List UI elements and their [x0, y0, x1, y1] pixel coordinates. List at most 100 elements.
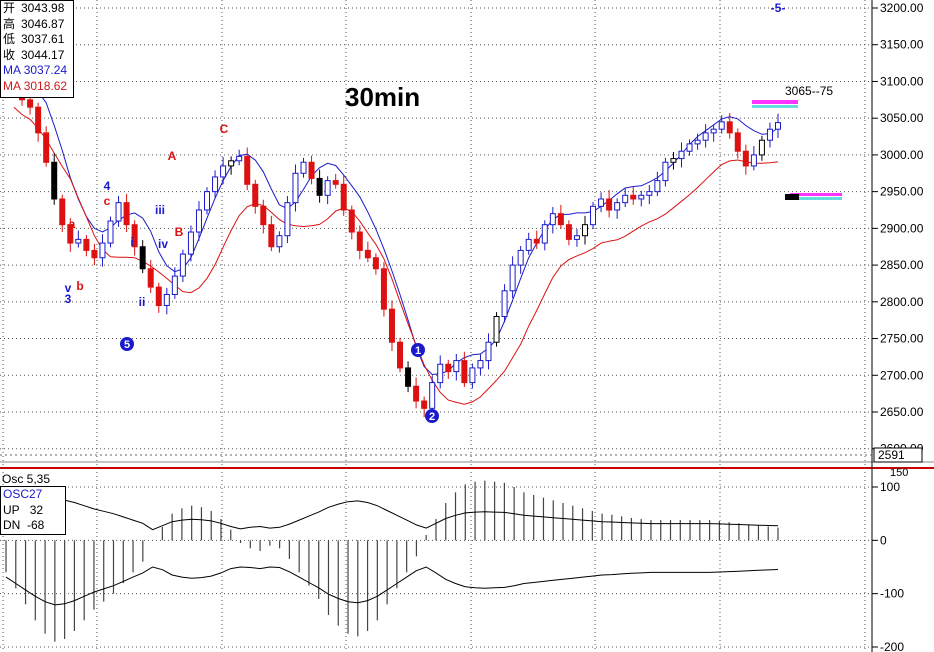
- candle-body: [276, 235, 283, 248]
- osc-up-line: [5, 498, 779, 531]
- candle-body: [573, 235, 580, 240]
- candle-body: [252, 183, 259, 207]
- candle-body: [163, 293, 170, 306]
- candle-body: [405, 367, 412, 387]
- candle-body: [292, 172, 299, 204]
- close-row: 收 3044.17: [3, 48, 73, 64]
- osc-tick-label: 100: [880, 480, 900, 494]
- candle-body: [171, 275, 178, 295]
- low-row: 低 3037.61: [3, 32, 73, 48]
- candle-body: [332, 180, 339, 185]
- ohlc-info-panel: 开 3043.98 高 3046.87 低 3037.61 收 3044.17 MA 3…: [0, 0, 74, 98]
- wave-label: a: [69, 217, 76, 231]
- osc-up-value: 32: [29, 502, 44, 517]
- wave-circle-label: 5: [124, 339, 130, 351]
- osc-dn-line: [5, 566, 779, 606]
- osc-dn-value: -68: [27, 518, 45, 532]
- candle-body: [35, 106, 42, 134]
- candle-body: [541, 224, 548, 244]
- candle-body: [244, 155, 251, 185]
- osc-dn-label: DN: [3, 518, 21, 532]
- candle-body: [670, 158, 677, 163]
- candle-body: [300, 161, 307, 174]
- wave-label: c: [104, 194, 111, 208]
- osc-axis-ticks: 100 0 -100 -200: [0, 480, 904, 652]
- candle-body: [718, 121, 725, 130]
- candle-body: [421, 400, 428, 409]
- support-marker-cyan: [790, 197, 842, 200]
- candle-body: [139, 246, 146, 270]
- wave-circle-label: 2: [429, 411, 435, 423]
- candle-body: [340, 183, 347, 211]
- wave-circle-marker: [411, 343, 425, 357]
- ma-red-value: 3018.62: [23, 78, 68, 93]
- high-row: 高 3046.87: [3, 17, 73, 33]
- oscillator-bars: [5, 480, 779, 642]
- wave-label: B: [175, 225, 184, 239]
- osc-up-row: UP 32: [3, 503, 65, 519]
- candle-body: [284, 202, 291, 237]
- open-row: 开 3043.98: [3, 1, 73, 17]
- candle-body: [324, 180, 331, 196]
- price-tick-label: 2850.00: [880, 258, 924, 272]
- wave-label: C: [220, 122, 229, 136]
- candle-body: [581, 224, 588, 237]
- candle-body: [678, 150, 685, 160]
- candle-body: [413, 385, 420, 402]
- candle-body: [51, 161, 58, 200]
- candle-body: [686, 143, 693, 152]
- high-value: 3046.87: [21, 16, 65, 31]
- candle-body: [622, 194, 629, 204]
- ma-red-label: MA: [3, 78, 21, 93]
- candle-body: [155, 286, 162, 306]
- candle-body: [750, 154, 757, 167]
- candle-body: [742, 150, 749, 167]
- candle-body: [766, 128, 773, 141]
- ma-blue-value: 3037.24: [23, 63, 68, 77]
- candle-body: [388, 308, 395, 343]
- open-label: 开: [3, 1, 16, 15]
- price-tick-label: 2800.00: [880, 295, 924, 309]
- candle-body: [204, 191, 211, 211]
- target-marker-cyan: [752, 105, 798, 108]
- osc-tick-label: 0: [880, 533, 887, 547]
- wave-label: 3: [65, 292, 72, 306]
- wave-label: iii: [155, 203, 165, 217]
- candle-body: [614, 202, 621, 211]
- candle-body: [195, 209, 202, 233]
- low-value: 3037.61: [21, 32, 65, 46]
- wave-label: 4: [104, 179, 111, 193]
- osc-up-label: UP: [3, 502, 20, 517]
- price-tick-label: 2700.00: [880, 368, 924, 382]
- ma-fast-line: [13, 70, 779, 376]
- wave-label: i: [130, 235, 133, 249]
- candle-body: [775, 122, 781, 130]
- osc-axis-top-partial: 150: [890, 467, 908, 479]
- candle-body: [91, 249, 98, 259]
- candle-body: [123, 202, 130, 226]
- candle-body: [59, 198, 66, 226]
- candle-body: [469, 367, 476, 384]
- osc-legend-panel: OSC27 UP 32 DN -68: [0, 486, 66, 535]
- cursor-price-box: [873, 447, 923, 463]
- osc-title: Osc 5,35: [2, 472, 51, 486]
- wave-label: v: [65, 281, 72, 295]
- candle-body: [493, 316, 500, 343]
- candle-body: [662, 161, 669, 182]
- osc-name: OSC27: [3, 487, 43, 501]
- candle-body: [348, 209, 355, 233]
- wave-circle-marker: [425, 409, 439, 423]
- candle-body: [179, 253, 186, 277]
- price-tick-label: 3000.00: [880, 148, 924, 162]
- candle-body: [356, 231, 363, 251]
- candle-body: [654, 180, 661, 193]
- candle-body: [533, 238, 540, 244]
- candle-body: [316, 177, 323, 196]
- candle-body: [758, 139, 765, 156]
- candle-body: [598, 198, 605, 207]
- osc-dn-row: DN -68: [3, 518, 65, 534]
- candle-body: [557, 213, 564, 226]
- wave-label: A: [168, 149, 177, 163]
- close-value: 3044.17: [21, 47, 65, 62]
